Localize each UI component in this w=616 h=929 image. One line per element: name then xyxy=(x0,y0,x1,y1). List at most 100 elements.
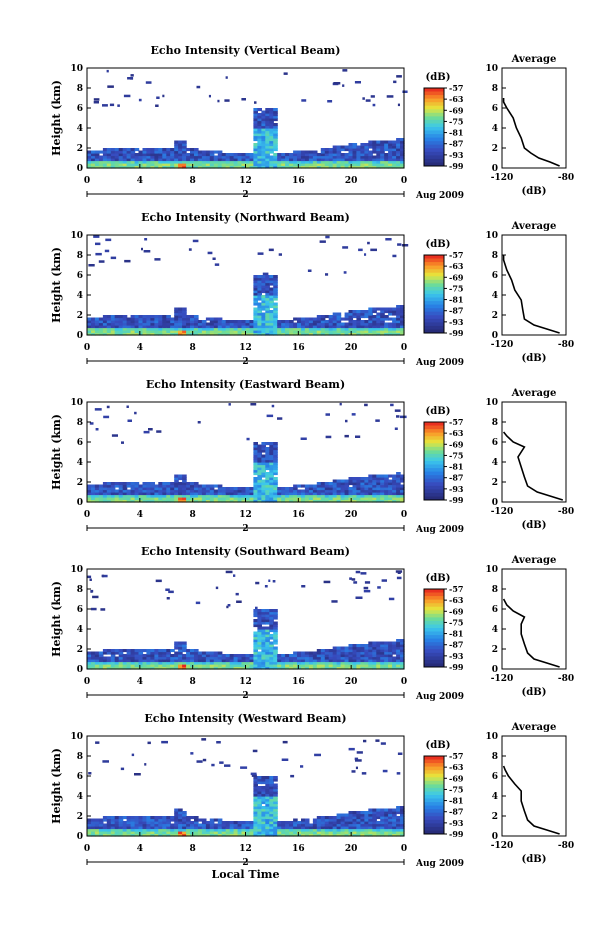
heatmap-cell xyxy=(400,641,405,645)
heatmap-cell xyxy=(154,828,159,832)
heatmap-cell xyxy=(380,327,385,331)
heatmap-cell xyxy=(178,656,183,660)
heatmap-cell xyxy=(182,492,187,496)
heatmap-cell xyxy=(182,494,187,498)
heatmap-cell xyxy=(261,297,266,301)
heatmap-cell xyxy=(285,831,290,835)
heatmap-cell xyxy=(205,664,211,668)
heatmap-cell xyxy=(106,649,112,653)
colorbar-segment xyxy=(424,617,444,622)
heatmap-cell xyxy=(106,664,112,668)
colorbar-tick-label: -63 xyxy=(449,261,464,271)
heatmap-cell xyxy=(209,499,215,503)
heatmap-cell xyxy=(269,457,274,461)
heatmap-cell xyxy=(253,776,258,780)
heatmap-cell xyxy=(106,651,112,655)
heatmap-cell xyxy=(344,332,350,336)
heatmap-cell xyxy=(304,163,310,167)
heatmap-cell xyxy=(257,115,262,119)
heatmap-cell xyxy=(352,499,358,503)
heatmap-cell xyxy=(312,651,318,655)
heatmap-cell xyxy=(360,330,365,334)
heatmap-cell xyxy=(285,828,290,832)
heatmap-cell xyxy=(368,158,373,162)
heatmap-cell xyxy=(134,828,140,832)
heatmap-cell xyxy=(308,664,314,668)
heatmap-cell xyxy=(134,492,140,496)
heatmap-cell xyxy=(182,315,187,319)
heatmap-cell xyxy=(178,659,183,663)
heatmap-cell xyxy=(356,150,361,154)
heatmap-cell xyxy=(396,415,400,418)
heatmap-cell xyxy=(265,621,270,625)
heatmap-cell xyxy=(190,158,195,162)
heatmap-cell xyxy=(261,150,266,154)
heatmap-cell xyxy=(118,823,124,827)
heatmap-cell xyxy=(304,158,310,162)
heatmap-cell xyxy=(166,320,171,324)
heatmap-cell xyxy=(304,150,310,154)
heatmap-cell xyxy=(257,307,262,311)
heatmap-cell xyxy=(368,494,373,498)
heatmap-cell xyxy=(297,155,302,159)
heatmap-cell xyxy=(162,148,167,152)
heatmap-cell xyxy=(368,484,373,488)
heatmap-cell xyxy=(368,153,373,157)
heatmap-cell xyxy=(273,449,278,453)
heatmap-cell xyxy=(372,150,377,154)
heatmap-cell xyxy=(372,145,377,149)
heatmap-cell xyxy=(174,816,179,820)
heatmap-cell xyxy=(320,325,326,329)
heatmap-cell xyxy=(297,492,302,496)
heatmap-cell xyxy=(356,659,361,663)
heatmap-cell xyxy=(186,833,191,837)
heatmap-cell xyxy=(392,823,397,827)
colorbar-tick-label: -75 xyxy=(449,617,463,627)
heatmap-cell xyxy=(332,826,338,830)
heatmap-cell xyxy=(162,327,167,331)
heatmap-cell xyxy=(257,781,262,785)
heatmap-cell xyxy=(281,826,286,830)
heatmap-cell xyxy=(253,457,258,461)
heatmap-cell xyxy=(154,155,159,159)
heatmap-cell xyxy=(197,651,203,655)
colorbar-segment xyxy=(424,649,444,654)
heatmap-cell xyxy=(360,158,365,162)
heatmap-cell xyxy=(265,145,270,149)
heatmap-cell xyxy=(201,828,207,832)
heatmap-cell xyxy=(396,499,401,503)
heatmap-cell xyxy=(265,609,270,613)
heatmap-cell xyxy=(166,155,171,159)
heatmap-cell xyxy=(356,148,361,152)
heatmap-cell xyxy=(253,108,258,112)
heatmap-cell xyxy=(392,661,397,665)
heatmap-cell xyxy=(130,320,136,324)
heatmap-cell xyxy=(150,833,155,837)
heatmap-cell xyxy=(320,816,326,820)
heatmap-cell xyxy=(190,482,195,486)
colorbar-tick-label: -63 xyxy=(449,94,464,104)
heatmap-cell xyxy=(308,332,314,336)
heatmap-cell xyxy=(265,310,270,314)
heatmap-cell xyxy=(273,808,278,812)
average-y-tick-label: 6 xyxy=(492,271,498,281)
heatmap-cell xyxy=(352,649,358,653)
heatmap-cell xyxy=(355,596,363,599)
heatmap-cell xyxy=(356,477,361,481)
heatmap-cell xyxy=(245,487,251,491)
heatmap-cell xyxy=(316,320,322,324)
heatmap-cell xyxy=(209,165,215,169)
heatmap-cell xyxy=(102,828,108,832)
heatmap-cell xyxy=(304,330,310,334)
heatmap-cell xyxy=(158,155,163,159)
heatmap-cell xyxy=(396,654,401,658)
heatmap-cell xyxy=(106,69,109,73)
heatmap-cell xyxy=(265,482,270,486)
heatmap-cell xyxy=(166,664,171,668)
heatmap-cell xyxy=(400,492,405,496)
heatmap-cell xyxy=(122,165,128,169)
heatmap-cell xyxy=(386,95,394,98)
heatmap-cell xyxy=(209,160,215,164)
heatmap-cell xyxy=(197,155,203,159)
heatmap-cell xyxy=(400,808,405,812)
